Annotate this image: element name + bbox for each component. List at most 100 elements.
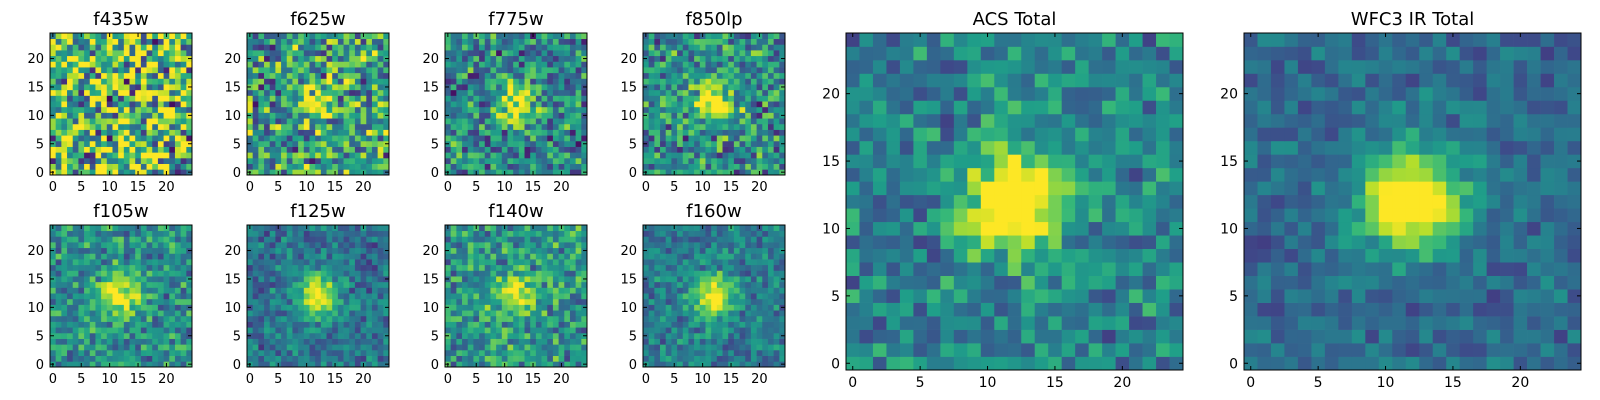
heatmap-cell — [716, 361, 723, 368]
heatmap-cell — [575, 146, 582, 153]
heatmap-cell — [123, 78, 130, 85]
heatmap-cell — [258, 55, 265, 62]
heatmap-cell — [360, 140, 367, 147]
heatmap-cell — [479, 146, 486, 153]
heatmap-cell — [750, 344, 757, 351]
heatmap-cell — [541, 338, 548, 345]
heatmap-cell — [320, 276, 327, 283]
heatmap-cell — [547, 270, 554, 277]
heatmap-cell — [95, 106, 102, 113]
heatmap-cell — [699, 50, 706, 57]
heatmap-cell — [146, 135, 153, 142]
panel-title: f435w — [93, 9, 148, 30]
heatmap-cell — [247, 310, 254, 317]
heatmap-cell — [733, 135, 740, 142]
heatmap-cell — [118, 236, 125, 243]
heatmap-cell — [78, 163, 85, 170]
heatmap-cell — [462, 55, 469, 62]
heatmap-cell — [496, 112, 503, 119]
heatmap-cell — [507, 293, 514, 300]
heatmap-cell — [660, 84, 667, 91]
heatmap-cell — [95, 129, 102, 136]
heatmap-cell — [309, 55, 316, 62]
heatmap-cell — [564, 112, 571, 119]
heatmap-cell — [756, 304, 763, 311]
heatmap-cell — [479, 230, 486, 237]
heatmap-cell — [377, 287, 384, 294]
heatmap-cell — [169, 236, 176, 243]
heatmap-cell — [343, 118, 350, 125]
heatmap-cell — [739, 361, 746, 368]
heatmap-cell — [473, 112, 480, 119]
heatmap-cell — [163, 106, 170, 113]
heatmap-cell — [450, 304, 457, 311]
heatmap-cell — [89, 315, 96, 322]
heatmap-cell — [513, 84, 520, 91]
heatmap-cell — [524, 264, 531, 271]
heatmap-cell — [112, 146, 119, 153]
heatmap-cell — [750, 157, 757, 164]
heatmap-cell — [490, 281, 497, 288]
heatmap-cell — [507, 38, 514, 45]
heatmap-cell — [513, 140, 520, 147]
heatmap-cell — [252, 287, 259, 294]
heatmap-cell — [462, 287, 469, 294]
heatmap-cell — [247, 118, 254, 125]
heatmap-cell — [456, 157, 463, 164]
heatmap-cell — [756, 163, 763, 170]
heatmap-cell — [135, 123, 142, 130]
heatmap-cell — [383, 242, 390, 249]
heatmap-cell — [773, 169, 780, 176]
heatmap-cell — [281, 276, 288, 283]
heatmap-cell — [337, 270, 344, 277]
heatmap-cell — [180, 281, 187, 288]
heatmap-cell — [174, 247, 181, 254]
heatmap-cell — [61, 112, 68, 119]
heatmap-cell — [67, 355, 74, 362]
heatmap-cell — [332, 236, 339, 243]
heatmap-cell — [169, 135, 176, 142]
heatmap-cell — [343, 112, 350, 119]
heatmap-cell — [541, 253, 548, 260]
heatmap-cell — [575, 349, 582, 356]
heatmap-cell — [682, 287, 689, 294]
heatmap-cell — [89, 287, 96, 294]
x-tick-label: 20 — [355, 180, 372, 195]
heatmap-cell — [688, 361, 695, 368]
heatmap-cell — [490, 287, 497, 294]
heatmap-cell — [490, 321, 497, 328]
heatmap-cell — [665, 129, 672, 136]
heatmap-cell — [349, 259, 356, 266]
heatmap-cell — [152, 281, 159, 288]
heatmap-cell — [371, 293, 378, 300]
heatmap-cell — [722, 135, 729, 142]
heatmap-cell — [779, 106, 786, 113]
heatmap-cell — [473, 95, 480, 102]
heatmap-cell — [530, 321, 537, 328]
heatmap-cell — [688, 344, 695, 351]
heatmap-cell — [711, 169, 718, 176]
heatmap-cell — [258, 112, 265, 119]
heatmap-cell — [756, 344, 763, 351]
heatmap-cell — [501, 146, 508, 153]
heatmap-cell — [146, 157, 153, 164]
y-tick-label: 0 — [233, 358, 241, 373]
heatmap-cell — [118, 78, 125, 85]
heatmap-cell — [490, 72, 497, 79]
heatmap-cell — [298, 321, 305, 328]
heatmap-cell — [84, 349, 91, 356]
heatmap-cell — [163, 157, 170, 164]
heatmap-cell — [275, 67, 282, 74]
heatmap-cell — [541, 327, 548, 334]
heatmap-cell — [89, 112, 96, 119]
heatmap-cell — [55, 264, 62, 271]
heatmap-cell — [275, 129, 282, 136]
heatmap-cell — [564, 78, 571, 85]
heatmap-cell — [354, 304, 361, 311]
heatmap-cell — [383, 61, 390, 68]
heatmap-cell — [298, 95, 305, 102]
heatmap-cell — [252, 338, 259, 345]
heatmap-cell — [484, 95, 491, 102]
heatmap-cell — [660, 293, 667, 300]
heatmap-cell — [61, 236, 68, 243]
